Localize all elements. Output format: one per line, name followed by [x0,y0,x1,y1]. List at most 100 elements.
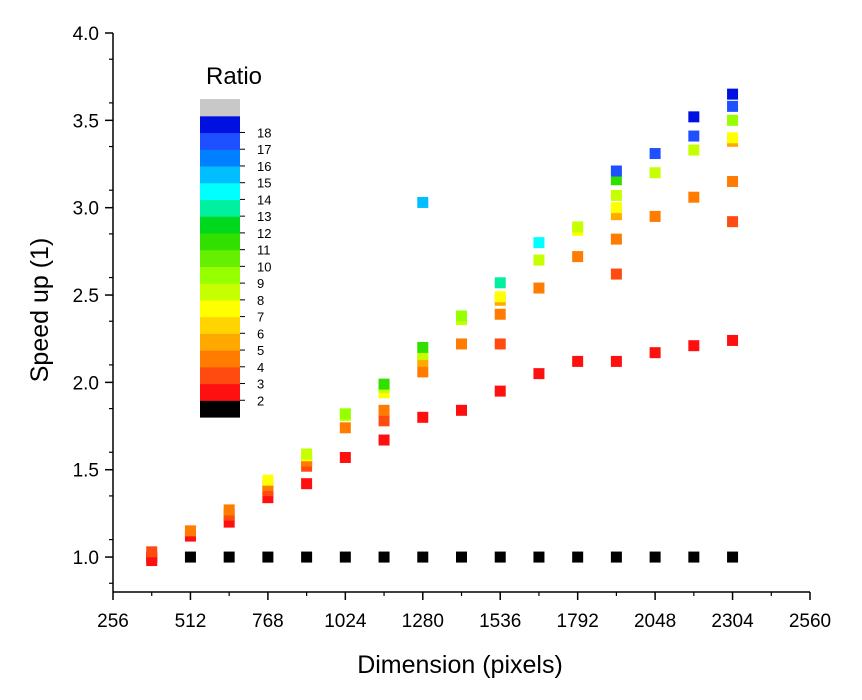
colorbar-segment [200,216,240,234]
data-point [494,291,506,303]
data-point [223,504,235,516]
colorbar-label: 14 [257,192,271,207]
data-point [727,175,739,187]
data-point [610,268,622,280]
data-point [572,221,584,233]
colorbar-label: 2 [257,393,264,408]
colorbar-segment [200,249,240,267]
data-point [339,408,351,420]
colorbar-label: 11 [257,243,271,258]
data-point [688,130,700,142]
x-tick-label: 256 [97,611,129,632]
data-point [456,310,467,322]
data-point [456,338,467,350]
data-point [417,551,429,563]
data-point [533,254,545,266]
data-point [727,88,739,100]
colorbar-segment [200,400,240,418]
colorbar-segment [200,266,240,284]
colorbar-segment [200,132,240,150]
data-point [610,209,622,221]
colorbar-label: 6 [257,326,264,341]
colorbar-label: 9 [257,276,264,291]
colorbar-segment [200,232,240,251]
data-point [533,237,545,249]
y-axis-title: Speed up (1) [26,238,54,383]
data-point [301,478,313,490]
data-point [688,340,700,352]
data-point [378,415,390,427]
data-point [649,148,661,160]
colorbar-label: 15 [257,176,271,191]
data-point [727,334,739,346]
data-point [456,551,467,563]
y-tick-label: 2.5 [73,286,99,307]
colorbar-label: 17 [257,142,271,157]
data-point [610,165,622,177]
data-point [727,551,739,563]
colorbar-label: 3 [257,377,264,392]
colorbar-segment [200,165,240,184]
colorbar-segment [200,182,240,201]
data-point [184,525,196,537]
data-point [223,516,235,528]
data-point [610,202,622,214]
colorbar-segment [200,299,240,318]
y-tick-label: 3.5 [73,111,99,132]
data-point [727,216,739,228]
data-point [146,555,158,567]
data-point [456,404,467,416]
data-point [417,341,429,353]
data-point [378,404,390,416]
data-point [727,100,739,112]
x-tick-label: 2560 [789,611,831,632]
data-point [262,551,274,563]
x-axis-title: Dimension (pixels) [357,651,563,679]
data-point [417,366,429,378]
data-point [533,368,545,380]
x-tick-label: 1024 [324,611,367,632]
data-point [649,210,661,222]
colorbar-segment [200,316,240,334]
data-point [649,167,661,179]
data-point [262,492,274,504]
x-axis-ticks: 256 512 768 1024 1280 1536 1792 2048 2304 2560 [97,592,831,632]
colorbar-segment [200,199,240,217]
x-tick-label: 512 [175,611,207,632]
data-point [610,189,622,201]
data-point [223,551,235,563]
colorbar-label: 16 [257,159,271,174]
data-point [378,378,390,390]
x-tick-label: 2304 [711,611,754,632]
colorbar-segment [200,99,240,117]
data-points [146,88,739,567]
data-point [727,114,739,126]
data-point [417,411,429,423]
data-point [339,422,351,434]
colorbar-segment [200,115,240,134]
colorbar-segment [200,149,240,167]
data-point [649,347,661,359]
colorbar-title: Ratio [206,63,262,90]
colorbar-segment [200,350,240,368]
data-point [301,448,313,460]
data-point [533,551,545,563]
colorbar-segment [200,333,240,351]
data-point [339,451,351,463]
data-point [146,546,158,558]
data-point [688,111,700,123]
y-tick-label: 3.0 [73,199,99,220]
data-point [610,174,622,186]
x-tick-label: 1792 [557,611,599,632]
data-point [378,434,390,446]
data-point [572,551,584,563]
y-tick-label: 4.0 [73,24,99,45]
data-point [688,191,700,203]
data-point [417,196,429,208]
data-point [378,551,390,563]
colorbar-segment [200,366,240,385]
data-point [262,474,274,486]
data-point [533,282,545,294]
data-point [688,551,700,563]
